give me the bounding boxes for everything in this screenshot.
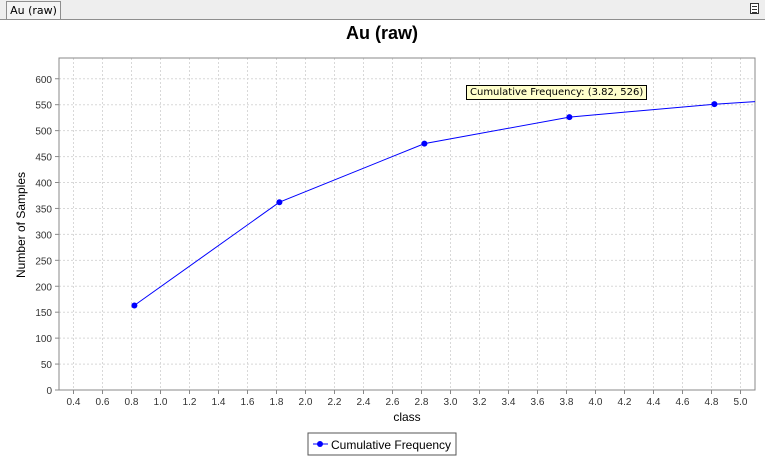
- y-tick-label: 200: [35, 282, 52, 293]
- series-layer: [131, 101, 756, 309]
- x-axis: 0.4 0.6 0.8 1.0 1.2 1.4 1.6 1.8 2.0 2.2 2.4 2.6 2.8 3…: [67, 390, 748, 408]
- y-tick-label: 250: [35, 256, 52, 267]
- x-tick-label: 4.8: [705, 397, 719, 408]
- x-tick-label: 2.2: [328, 397, 342, 408]
- x-tick-label: 1.6: [241, 397, 255, 408]
- y-tick-label: 550: [35, 101, 52, 112]
- y-tick-label: 450: [35, 153, 52, 164]
- x-tick-label: 0.4: [67, 397, 81, 408]
- y-tick-label: 0: [46, 386, 52, 397]
- legend: Cumulative Frequency: [307, 432, 457, 456]
- x-tick-label: 0.6: [96, 397, 110, 408]
- tab-au-raw[interactable]: Au (raw): [6, 1, 61, 19]
- x-tick-label: 4.0: [589, 397, 603, 408]
- y-tick-label: 100: [35, 334, 52, 345]
- chart-title: Au (raw): [346, 23, 418, 43]
- y-tick-label: 500: [35, 127, 52, 138]
- data-point: [276, 199, 283, 206]
- x-tick-label: 4.2: [618, 397, 632, 408]
- x-tick-label: 0.8: [125, 397, 139, 408]
- x-tick-label: 1.2: [183, 397, 197, 408]
- x-tick-label: 3.2: [473, 397, 487, 408]
- y-tick-label: 300: [35, 230, 52, 241]
- x-tick-label: 3.8: [560, 397, 574, 408]
- x-tick-label: 4.6: [676, 397, 690, 408]
- series-line: [134, 101, 756, 306]
- chart: Au (raw) 0 50 100 150 200 250 300 350 400 450 500 5…: [14, 23, 756, 456]
- x-tick-label: 3.4: [502, 397, 516, 408]
- tooltip: Cumulative Frequency: (3.82, 526): [466, 85, 648, 100]
- data-point: [566, 114, 573, 121]
- chart-panel: Au (raw) 0 50 100 150 200 250 300 350 400 450 500 5…: [0, 20, 765, 459]
- legend-marker: [317, 441, 323, 447]
- data-point: [421, 140, 428, 147]
- y-tick-label: 50: [41, 360, 53, 371]
- grid: [59, 58, 755, 391]
- data-point: [711, 101, 718, 108]
- legend-label: Cumulative Frequency: [331, 438, 451, 452]
- x-tick-label: 3.6: [531, 397, 545, 408]
- tab-bar: Au (raw): [0, 0, 765, 20]
- x-tick-label: 2.6: [386, 397, 400, 408]
- x-tick-label: 2.0: [299, 397, 313, 408]
- x-tick-label: 1.8: [270, 397, 284, 408]
- y-tick-label: 600: [35, 75, 52, 86]
- y-axis: 0 50 100 150 200 250 300 350 400 450 500 550 600: [35, 75, 59, 397]
- x-tick-label: 1.4: [212, 397, 226, 408]
- x-tick-label: 5.0: [734, 397, 748, 408]
- x-tick-label: 4.4: [647, 397, 661, 408]
- x-tick-label: 1.0: [154, 397, 168, 408]
- data-point: [131, 302, 138, 309]
- plot-area: [58, 57, 756, 391]
- x-tick-label: 2.8: [415, 397, 429, 408]
- y-axis-label: Number of Samples: [14, 172, 28, 278]
- x-tick-label: 3.0: [444, 397, 458, 408]
- x-axis-label: class: [393, 410, 420, 424]
- y-tick-label: 150: [35, 308, 52, 319]
- y-tick-label: 400: [35, 179, 52, 190]
- x-tick-label: 2.4: [357, 397, 371, 408]
- menu-icon[interactable]: [750, 3, 759, 14]
- y-tick-label: 350: [35, 204, 52, 215]
